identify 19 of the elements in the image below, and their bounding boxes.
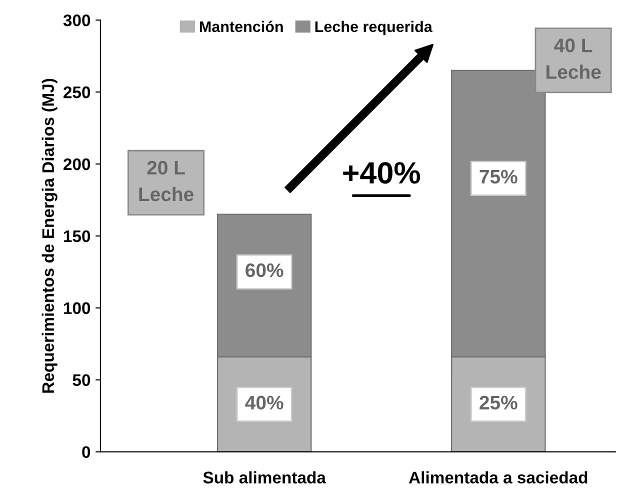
y-tick-label: 50 — [72, 374, 90, 386]
annotation: 40 L Leche — [546, 38, 601, 79]
annotation: 25% — [480, 396, 518, 410]
legend-label: Leche requerida — [315, 20, 432, 36]
y-axis-title: Requerimientos de Energia Diarios (MJ) — [42, 78, 58, 393]
x-tick-label: Alimentada a saciedad — [408, 471, 588, 484]
y-tick-label: 300 — [63, 14, 90, 26]
y-tick-label: 250 — [64, 86, 90, 98]
x-tick-label: Sub alimentada — [203, 471, 326, 484]
y-tick-label: 200 — [64, 158, 90, 170]
y-tick-label: 0 — [82, 446, 90, 458]
annotation: 75% — [480, 170, 518, 184]
annotation: 40% — [245, 396, 284, 410]
annotation: 20 L Leche — [139, 160, 194, 202]
y-tick-label: 150 — [64, 230, 90, 242]
legend-label: Mantención — [200, 20, 283, 32]
annotation: 60% — [246, 263, 284, 278]
y-tick-label: 100 — [64, 302, 90, 314]
annotation: +40% — [343, 162, 420, 184]
